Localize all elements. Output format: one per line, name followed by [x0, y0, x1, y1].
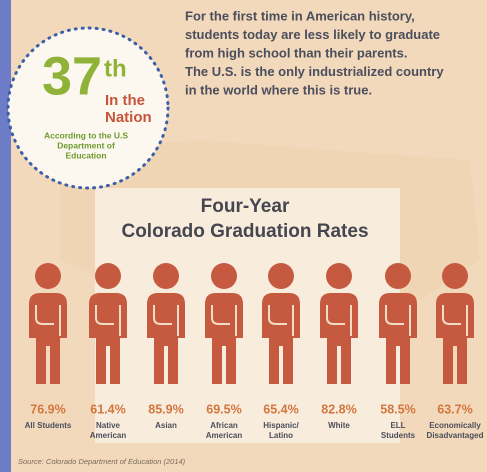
stat-label: Students — [381, 431, 416, 440]
icon-arm — [35, 305, 61, 336]
stat-value: 76.9% — [30, 402, 65, 416]
stat-label: American — [206, 431, 243, 440]
icon-arm — [153, 305, 179, 336]
title-line: Colorado Graduation Rates — [121, 221, 368, 242]
icon-body — [436, 293, 474, 384]
stat-label: African — [210, 421, 238, 430]
icon-arm — [211, 305, 237, 336]
badge-source: Department of — [57, 140, 115, 150]
stat-label: All Students — [25, 421, 72, 430]
stat-label: Asian — [155, 421, 177, 430]
badge-source: Education — [65, 150, 106, 160]
stat-value: 63.7% — [437, 402, 472, 416]
stat-value: 85.9% — [148, 402, 183, 416]
badge-rank: 37 — [42, 46, 102, 106]
icon-body — [262, 293, 300, 384]
stat-label: Economically — [429, 421, 481, 430]
person-icon — [320, 263, 358, 384]
icon-head — [442, 263, 468, 289]
stat-label: Hispanic/ — [263, 421, 299, 430]
icon-arm — [385, 305, 411, 336]
person-icon — [89, 263, 127, 384]
icon-arm — [442, 305, 468, 336]
title-line: Four-Year — [201, 196, 290, 217]
icon-body — [320, 293, 358, 384]
icon-body — [147, 293, 185, 384]
icon-body — [379, 293, 417, 384]
badge-suffix: th — [104, 55, 127, 82]
person-icon — [379, 263, 417, 384]
intro-line: students today are less likely to gradua… — [185, 27, 440, 42]
stat-label: Disadvantaged — [427, 431, 484, 440]
icon-head — [268, 263, 294, 289]
person-icon — [205, 263, 243, 384]
stat-label: Native — [96, 421, 121, 430]
person-icon — [29, 263, 67, 384]
intro-line: in the world where this is true. — [185, 82, 372, 97]
icon-body — [29, 293, 67, 384]
icon-head — [326, 263, 352, 289]
icon-body — [205, 293, 243, 384]
person-icon — [147, 263, 185, 384]
intro-line: For the first time in American history, — [185, 8, 415, 23]
icon-head — [153, 263, 179, 289]
stat-value: 82.8% — [321, 402, 356, 416]
badge-line: Nation — [105, 109, 152, 126]
badge-source: According to the U.S — [44, 130, 128, 140]
stat-value: 61.4% — [90, 402, 125, 416]
icon-head — [95, 263, 121, 289]
icon-arm — [268, 305, 294, 336]
icon-body — [89, 293, 127, 384]
stat-label: American — [90, 431, 127, 440]
icon-arm — [95, 305, 121, 336]
stat-label: ELL — [390, 421, 405, 430]
person-icon — [436, 263, 474, 384]
source: Source: Colorado Department of Education… — [18, 457, 186, 466]
icon-head — [211, 263, 237, 289]
stat-value: 58.5% — [380, 402, 415, 416]
intro-line: The U.S. is the only industrialized coun… — [185, 64, 444, 79]
stat-value: 69.5% — [206, 402, 241, 416]
person-icon — [262, 263, 300, 384]
intro-line: from high school than their parents. — [185, 45, 407, 60]
badge-line: In the — [105, 92, 145, 109]
stat-label: White — [328, 421, 350, 430]
side-strip — [0, 0, 11, 472]
icon-head — [385, 263, 411, 289]
stat-label: Latino — [269, 431, 293, 440]
icon-arm — [326, 305, 352, 336]
badge-circle — [6, 26, 170, 190]
icon-head — [35, 263, 61, 289]
stat-value: 65.4% — [263, 402, 298, 416]
